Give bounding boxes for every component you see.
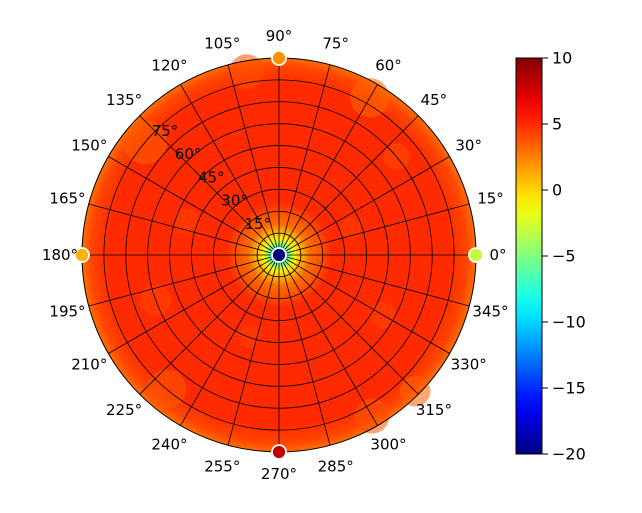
grid-spoke: [139, 254, 280, 395]
data-marker: [271, 444, 287, 460]
azimuth-tick-label: 195°: [49, 303, 85, 321]
grid-spoke: [278, 115, 419, 256]
grid-spoke: [180, 254, 280, 426]
data-marker: [271, 50, 287, 66]
colorbar-tick-label: 10: [552, 49, 572, 68]
heatmap-patch: [173, 208, 200, 235]
grid-spoke: [278, 254, 470, 307]
data-marker: [468, 247, 484, 263]
radial-tick-label: 60°: [175, 145, 202, 163]
azimuth-tick-label: 165°: [49, 189, 85, 207]
grid-spoke: [108, 254, 280, 354]
azimuth-tick-label: 120°: [151, 56, 187, 74]
grid-spoke: [278, 254, 450, 354]
azimuth-tick-label: 15°: [477, 189, 504, 207]
data-marker: [74, 247, 90, 263]
colorbar: 10 5 0 −5 −10 −15 −20: [515, 49, 586, 464]
heatmap-patch: [229, 54, 265, 90]
colorbar-gradient-bar: [515, 57, 543, 455]
grid-spoke: [278, 254, 378, 426]
azimuth-tick-label: 135°: [106, 91, 142, 109]
grid-spoke: [278, 254, 331, 446]
radial-tick-labels: 15° 30° 45° 60° 75°: [152, 122, 271, 233]
azimuth-grid-lines: [82, 58, 476, 452]
azimuth-tick-label: 330°: [451, 356, 487, 374]
grid-spoke: [278, 203, 470, 256]
azimuth-tick-label: 105°: [204, 35, 240, 53]
azimuth-tick-label: 45°: [421, 91, 448, 109]
grid-spoke: [180, 84, 280, 256]
radial-tick-label: 45°: [198, 168, 225, 186]
azimuth-tick-label: 210°: [71, 356, 107, 374]
azimuth-tick-label: 270°: [261, 465, 297, 483]
azimuth-tick-label: 315°: [416, 401, 452, 419]
grid-spoke: [108, 156, 280, 256]
grid-spoke: [278, 254, 419, 395]
azimuth-tick-label: 60°: [375, 56, 402, 74]
azimuth-tick-label: 180°: [42, 246, 78, 264]
colorbar-tick-label: −20: [552, 445, 586, 464]
colorbar-tick-label: −10: [552, 313, 586, 332]
colorbar-tick-label: −5: [552, 247, 576, 266]
radial-tick-label: 75°: [152, 122, 179, 140]
azimuth-tick-label: 30°: [455, 137, 482, 155]
radial-tick-label: 15°: [245, 215, 272, 233]
grid-spoke: [227, 64, 280, 256]
azimuth-tick-label: 255°: [204, 458, 240, 476]
data-markers: [74, 50, 484, 460]
azimuth-tick-label: 240°: [151, 436, 187, 454]
colorbar-tick-label: 5: [552, 115, 562, 134]
polar-plot-area: 0° 15° 30° 45° 60° 75° 90° 105° 120° 135° 150° 165°…: [42, 27, 509, 483]
colorbar-ticks: 10 5 0 −5 −10 −15 −20: [542, 49, 586, 464]
azimuth-tick-label: 90°: [266, 27, 293, 45]
azimuth-tick-label: 0°: [489, 246, 506, 264]
grid-spoke: [139, 115, 280, 256]
heatmap-patch: [340, 217, 362, 240]
grid-spoke: [88, 203, 280, 256]
azimuth-tick-label: 150°: [71, 137, 107, 155]
grid-spoke: [278, 84, 378, 256]
colorbar-tick-label: 0: [552, 181, 562, 200]
azimuth-tick-label: 300°: [370, 436, 406, 454]
azimuth-tick-labels: 0° 15° 30° 45° 60° 75° 90° 105° 120° 135° 150° 165°…: [42, 27, 509, 483]
colorbar-tick-label: −15: [552, 379, 586, 398]
azimuth-tick-label: 75°: [322, 35, 349, 53]
azimuth-tick-label: 345°: [472, 303, 508, 321]
grid-spoke: [88, 254, 280, 307]
azimuth-tick-label: 225°: [106, 401, 142, 419]
grid-spoke: [278, 156, 450, 256]
azimuth-tick-label: 285°: [318, 458, 354, 476]
grid-spoke: [278, 64, 331, 256]
radial-tick-label: 30°: [221, 192, 248, 210]
grid-spoke: [227, 254, 280, 446]
data-marker: [271, 247, 287, 263]
